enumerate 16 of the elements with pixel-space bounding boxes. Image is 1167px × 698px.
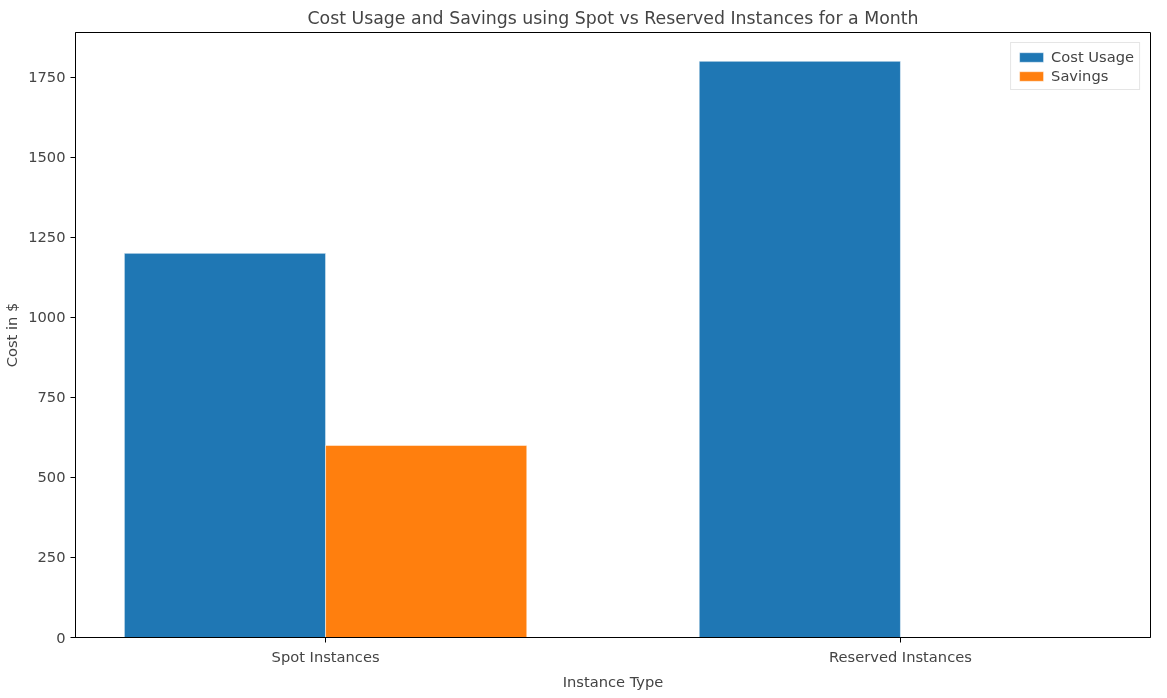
x-tick-label: Reserved Instances xyxy=(829,647,972,665)
y-tick-label: 750 xyxy=(37,388,66,406)
y-tick-label: 1750 xyxy=(28,68,66,86)
y-tick-label: 0 xyxy=(56,628,66,646)
x-axis-title: Instance Type xyxy=(562,672,664,690)
bar xyxy=(698,61,901,638)
y-tick-label: 250 xyxy=(37,548,66,566)
chart-title: Cost Usage and Savings using Spot vs Reserved Instances for a Month xyxy=(307,7,919,28)
y-tick-label: 1250 xyxy=(28,228,66,246)
y-tick-label: 1000 xyxy=(28,308,66,326)
legend-label: Savings xyxy=(1051,67,1109,84)
legend-label: Cost Usage xyxy=(1051,48,1134,65)
y-tick-label: 1500 xyxy=(28,148,66,166)
y-axis-title: Cost in $ xyxy=(3,302,21,368)
x-tick-label: Spot Instances xyxy=(271,647,380,665)
y-tick-label: 500 xyxy=(37,468,66,486)
